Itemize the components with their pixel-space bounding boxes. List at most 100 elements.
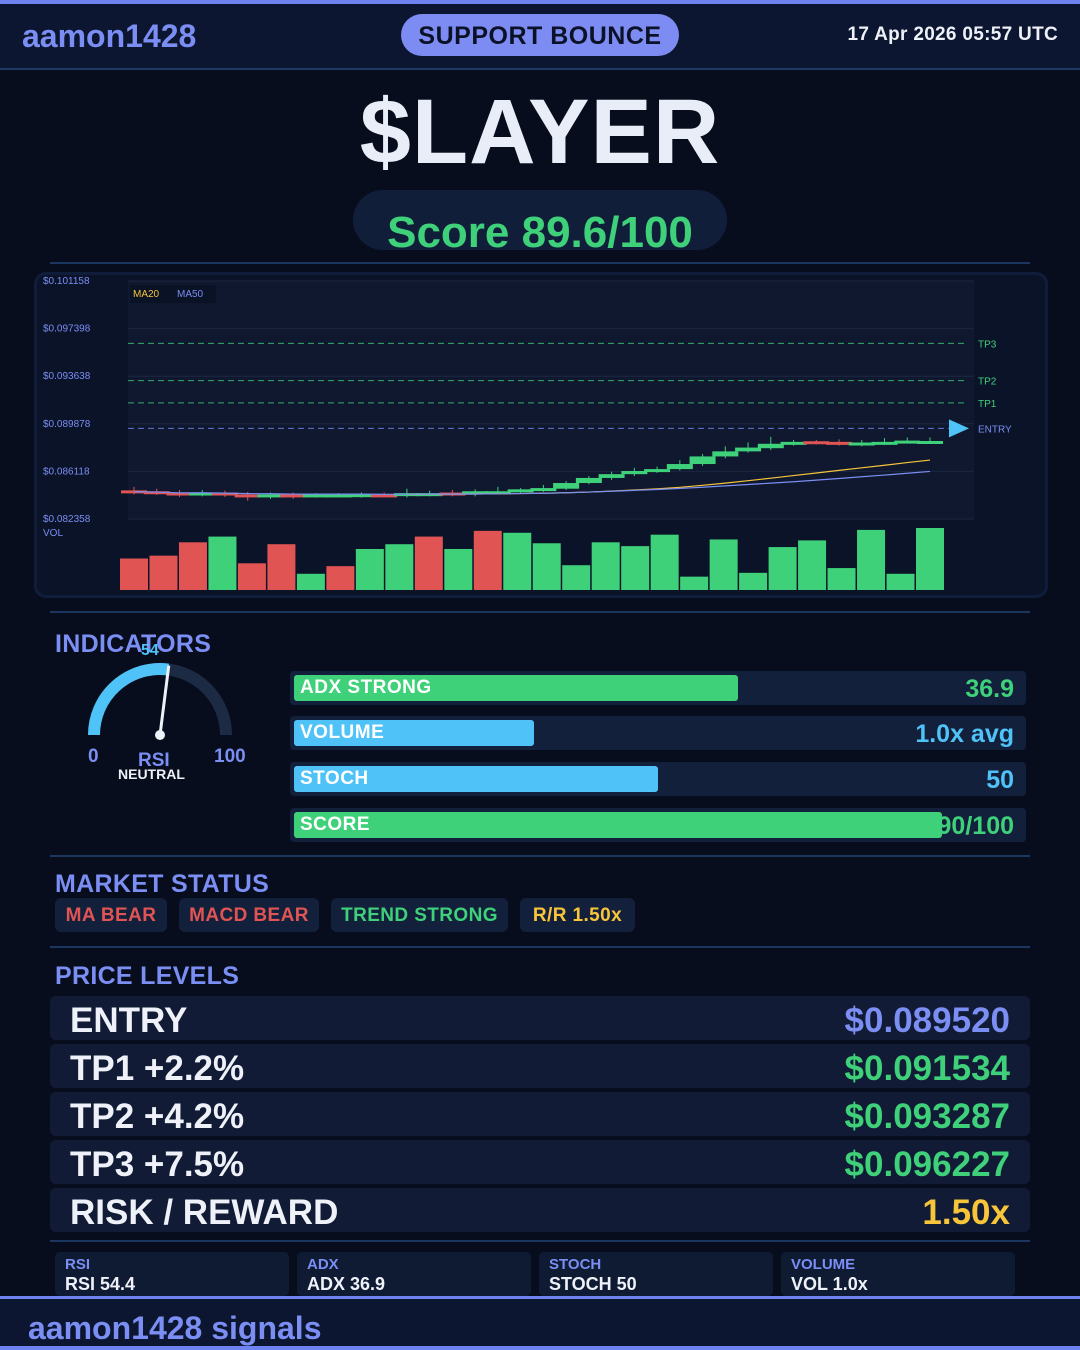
candle-body — [530, 488, 557, 492]
candle-body — [757, 443, 784, 449]
top-accent-line — [0, 0, 1080, 4]
status-chip: TREND STRONG — [331, 898, 508, 932]
candle-body — [894, 440, 921, 444]
candle-body — [302, 494, 329, 498]
volume-bar — [503, 532, 532, 590]
candle-body — [621, 470, 648, 475]
volume-bar — [916, 528, 944, 590]
volume-bar — [591, 542, 620, 590]
bottom-accent-line — [0, 1346, 1080, 1350]
status-chip: MA BEAR — [55, 898, 167, 932]
timestamp: 17 Apr 2026 05:57 UTC — [847, 24, 1058, 45]
candle-body — [553, 483, 580, 489]
chart-y-tick: $0.093638 — [43, 371, 91, 382]
chart-volume-label: VOL — [43, 528, 63, 539]
chart-level-label: TP3 — [978, 339, 997, 350]
indicator-bar-row: 36.9 ADX STRONG — [290, 671, 1026, 705]
divider — [50, 262, 1030, 264]
chart-level-label: ENTRY — [978, 424, 1012, 435]
signal-type-badge: SUPPORT BOUNCE — [401, 14, 679, 56]
stat-title: VOLUME — [791, 1256, 856, 1273]
price-level-row: TP3 +7.5% $0.096227 — [50, 1140, 1030, 1184]
footer-brand: aamon1428 signals — [28, 1310, 322, 1346]
indicator-bar-fill — [294, 766, 658, 792]
ticker-symbol: $LAYER — [359, 81, 721, 183]
candle-body — [917, 440, 943, 444]
volume-bar — [355, 548, 384, 590]
price-level-row: ENTRY $0.089520 — [50, 996, 1030, 1040]
volume-bar — [680, 576, 709, 590]
indicator-bar-value: 36.9 — [965, 675, 1014, 703]
rsi-value: 54 — [141, 642, 159, 659]
candle-body — [484, 491, 511, 495]
legend-ma20: MA20 — [133, 289, 160, 300]
price-level-value: $0.091534 — [844, 1049, 1010, 1088]
price-level-value: $0.089520 — [844, 1001, 1010, 1040]
divider — [50, 946, 1030, 948]
stat-value: RSI 54.4 — [65, 1274, 136, 1294]
volume-bar — [149, 555, 178, 590]
stat-title: RSI — [65, 1256, 91, 1273]
stat-title: STOCH — [549, 1256, 602, 1273]
price-level-row: TP1 +2.2% $0.091534 — [50, 1044, 1030, 1088]
candle-body — [575, 477, 602, 484]
indicator-bar-row: 90/100 SCORE — [290, 808, 1026, 842]
volume-bar — [208, 536, 237, 590]
price-level-row: TP2 +4.2% $0.093287 — [50, 1092, 1030, 1136]
volume-bar — [414, 536, 443, 590]
volume-bar — [120, 558, 148, 590]
stat-value: VOL 1.0x — [791, 1274, 868, 1294]
indicator-bar-value: 1.0x avg — [915, 720, 1014, 748]
stat-value: ADX 36.9 — [307, 1274, 386, 1294]
chart-y-tick: $0.101158 — [43, 276, 90, 287]
entry-arrow-icon — [949, 419, 969, 438]
indicator-bar-row: 50 STOCH — [290, 762, 1026, 796]
chart-y-tick: $0.089878 — [43, 419, 91, 430]
candle-body — [325, 494, 352, 498]
stat-title: ADX — [307, 1256, 339, 1273]
candle-body — [848, 442, 875, 446]
candle-body — [666, 464, 693, 470]
volume-bar — [827, 568, 856, 590]
chart-level-label: TP2 — [978, 377, 997, 388]
candle-body — [803, 441, 830, 445]
candle-body — [462, 491, 489, 495]
chart-legend-box — [130, 285, 216, 303]
price-levels-title: PRICE LEVELS — [55, 962, 240, 990]
market-status-title: MARKET STATUS — [55, 870, 270, 898]
rsi-min-label: 0 — [88, 746, 99, 767]
volume-bar — [296, 573, 325, 590]
username-brand[interactable]: aamon1428 — [22, 18, 197, 54]
score-pill: Score 89.6/100 — [353, 190, 727, 250]
price-level-label: RISK / REWARD — [70, 1193, 339, 1232]
stat-card: STOCH STOCH 50 — [539, 1252, 773, 1296]
price-level-label: ENTRY — [70, 1001, 188, 1040]
indicator-bar-fill — [294, 812, 942, 838]
candle-body — [211, 492, 238, 496]
candle-body — [598, 474, 625, 478]
ma50-line — [133, 470, 931, 495]
rsi-gauge-needle — [158, 665, 171, 736]
indicator-bar-value: 50 — [986, 766, 1014, 794]
volume-bar — [473, 530, 502, 590]
volume-bar — [326, 566, 355, 590]
candle-body — [780, 441, 807, 445]
rsi-max-label: 100 — [214, 746, 246, 767]
divider — [50, 611, 1030, 613]
price-level-value: $0.096227 — [844, 1145, 1010, 1184]
rsi-gauge-fill — [88, 663, 170, 736]
rsi-state: NEUTRAL — [118, 766, 185, 782]
indicator-bar-value: 90/100 — [937, 812, 1014, 840]
volume-bar — [857, 529, 886, 590]
price-chart: $0.101158 $0.097398 $0.093638 $0.089878 $0.0… — [43, 276, 1012, 590]
volume-bar — [768, 547, 797, 590]
indicator-bar-label: SCORE — [300, 814, 371, 835]
volume-bar — [237, 563, 266, 590]
rsi-gauge-pivot — [155, 730, 165, 740]
candle-body — [280, 494, 307, 498]
price-level-label: TP1 +2.2% — [70, 1049, 245, 1088]
candle-body — [689, 456, 716, 465]
candle-body — [826, 441, 853, 445]
volume-bar — [798, 540, 827, 590]
volume-bar — [621, 546, 650, 590]
